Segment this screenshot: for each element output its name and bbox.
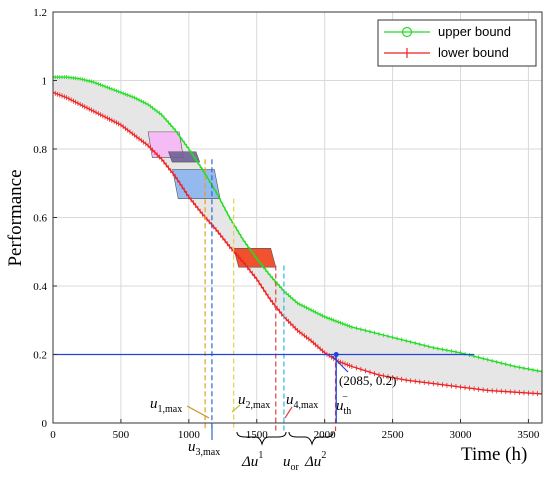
du2-sup: 2 <box>321 450 326 461</box>
point-arrow <box>331 355 349 373</box>
point-label: (2085, 0.2) <box>339 373 396 388</box>
uth-main: u <box>336 398 344 414</box>
legend-lower-label: lower bound <box>438 45 509 60</box>
uth-sup: − <box>342 392 348 403</box>
x-tick-label-6: 3000 <box>450 429 473 441</box>
vertical-guides <box>204 159 337 431</box>
legend: upper bound lower bound <box>377 19 537 67</box>
y-tick-label-1: 0.2 <box>33 350 47 362</box>
annotation-arrows <box>186 355 349 440</box>
u4-annotation: u4,max <box>286 392 318 411</box>
y-tick-label-6: 1.2 <box>33 7 47 19</box>
y-tick-label-3: 0.6 <box>33 213 47 225</box>
du1-sup: 1 <box>258 450 263 461</box>
uor-sub: or <box>291 462 300 473</box>
y-tick-label-0: 0 <box>42 418 48 430</box>
u1-arrow <box>186 405 210 419</box>
uth-annotation: uth − <box>336 392 351 417</box>
legend-upper-label: upper bound <box>438 24 511 39</box>
du1-bracket <box>236 431 287 446</box>
threshold-line <box>53 352 475 423</box>
u2-sub: 2,max <box>246 400 271 411</box>
u4-sub: 4,max <box>294 400 319 411</box>
x-tick-label-1: 500 <box>113 429 130 441</box>
x-tick-label-4: 2000 <box>314 429 337 441</box>
ticks: 0 500 1000 1500 2000 2500 3000 3500 0 0.2 0.4 0.6 0.… <box>33 7 540 441</box>
u1-sub: 1,max <box>158 404 183 415</box>
uth-sub: th <box>344 406 352 417</box>
uor-annotation: uor <box>283 454 300 473</box>
u3-annotation: u3,max <box>188 439 220 458</box>
x-tick-label-5: 2500 <box>382 429 405 441</box>
region-dark <box>168 151 201 163</box>
uor-main: u <box>283 454 291 470</box>
y-tick-label-4: 0.8 <box>33 144 47 156</box>
x-tick-label-3: 1500 <box>246 429 269 441</box>
y-tick-label-2: 0.4 <box>33 281 47 293</box>
series <box>52 75 543 397</box>
delta-brackets <box>236 431 334 446</box>
du2-annotation: Δu2 <box>304 450 326 470</box>
x-tick-label-2: 1000 <box>178 429 201 441</box>
y-axis-label: Performance <box>5 169 26 266</box>
series-0 <box>52 75 543 373</box>
du1-annotation: Δu1 <box>241 450 263 470</box>
u2-main: u <box>238 392 246 408</box>
u2-arrow <box>231 404 241 413</box>
x-axis-label: Time (h) <box>461 444 527 465</box>
y-tick-label-5: 1 <box>42 76 48 88</box>
x-tick-label-7: 3500 <box>517 429 540 441</box>
du2-main: Δu <box>304 454 321 470</box>
du2-bracket <box>288 431 334 446</box>
u4-main: u <box>286 392 294 408</box>
u2-annotation: u2,max <box>238 392 270 411</box>
du1-main: Δu <box>241 454 258 470</box>
u4-arrow <box>284 406 293 419</box>
u3-sub: 3,max <box>196 447 221 458</box>
series-1 <box>52 89 543 397</box>
legend-upper-marker <box>401 26 413 38</box>
u1-annotation: u1,max <box>150 396 182 415</box>
x-tick-label-0: 0 <box>50 429 56 441</box>
u1-main: u <box>150 396 158 412</box>
threshold-point <box>333 352 339 357</box>
u3-main: u <box>188 439 196 455</box>
